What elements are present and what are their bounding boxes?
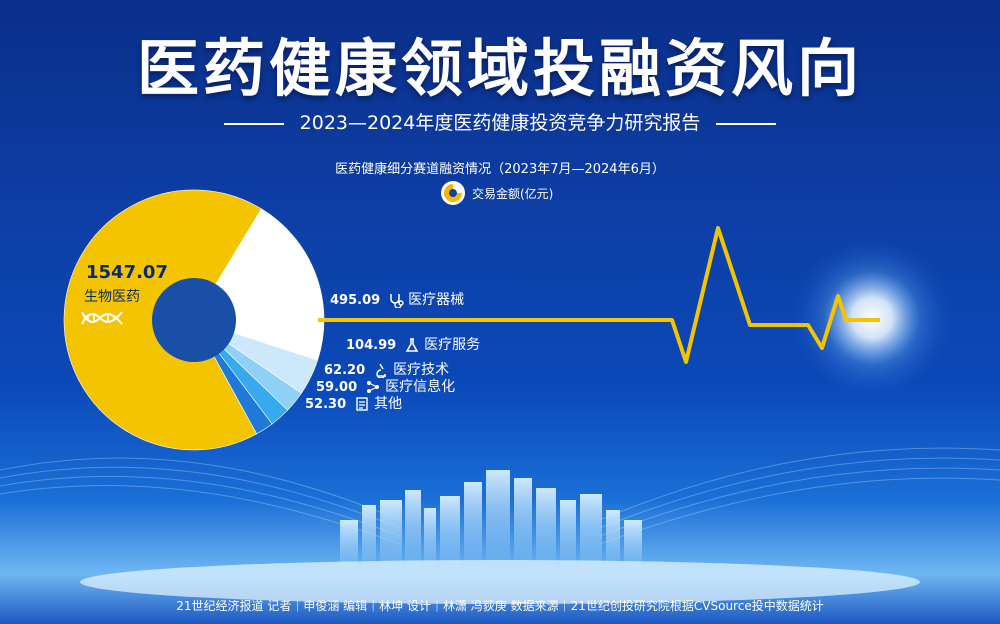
network-icon [367, 380, 380, 393]
slice-label-value: 1547.07 [86, 262, 168, 283]
legend: 交易金额(亿元) [440, 180, 600, 206]
stethoscope-icon [390, 293, 404, 308]
slice-label-name: 生物医药 [84, 289, 140, 305]
slice-label-value: 59.00 [316, 380, 358, 395]
slice-label-value: 62.20 [324, 363, 366, 378]
flask-icon [405, 337, 419, 352]
dna-icon [81, 311, 123, 325]
slice-label-value: 495.09 [330, 293, 381, 308]
donut-hole [152, 278, 236, 362]
slice-label-row: 59.00 医疗信息化 [316, 376, 455, 396]
slice-label-row: 52.30 其他 [305, 393, 402, 413]
slice-label-name: 医疗器械 [408, 292, 465, 308]
credits-footer: 21世纪经济报道 记者｜申俊涵 编辑｜林坤 设计｜林潇 冯荻庚 数据来源｜21世… [176, 599, 824, 613]
ground-glow [80, 560, 920, 604]
slice-label-name: 医疗信息化 [385, 379, 456, 395]
ecg-line [318, 226, 880, 364]
subtitle-rule-left [223, 122, 284, 125]
slice-label-name: 其他 [374, 396, 403, 412]
subtitle-rule-right [716, 122, 777, 125]
legend-donut-icon [441, 181, 465, 205]
microscope-icon [376, 363, 387, 378]
chart-title: 医药健康细分赛道融资情况（2023年7月—2024年6月） [335, 162, 665, 177]
slice-label-value: 52.30 [305, 397, 347, 412]
slice-label-name: 医疗服务 [424, 337, 481, 353]
document-icon [356, 396, 368, 411]
page-title: 医药健康领域投融资风向 [136, 32, 863, 105]
slice-label-row: 495.09 医疗器械 [330, 289, 464, 309]
slice-label-row: 104.99 医疗服务 [346, 334, 480, 354]
legend-label: 交易金额(亿元) [472, 187, 554, 201]
slice-label-value: 104.99 [346, 338, 397, 353]
page-subtitle: 2023—2024年度医药健康投资竞争力研究报告 [0, 108, 1000, 135]
slice-label-row: 62.20 医疗技术 [324, 359, 449, 379]
slice-label-name: 医疗技术 [393, 362, 450, 378]
subtitle-text: 2023—2024年度医药健康投资竞争力研究报告 [299, 112, 701, 134]
